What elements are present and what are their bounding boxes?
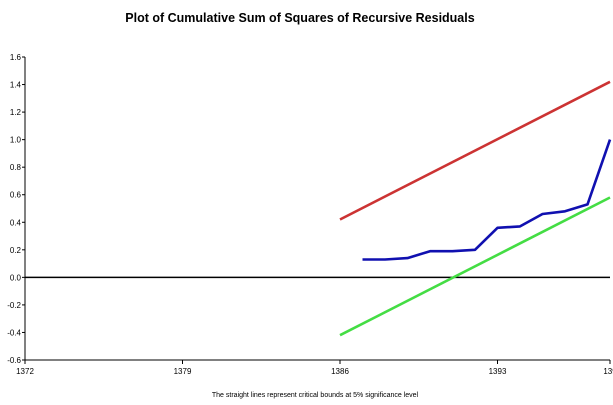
- y-tick-label: -0.4: [7, 328, 21, 337]
- y-tick-label: 1.4: [10, 81, 22, 90]
- y-tick-label: 1.2: [10, 108, 22, 117]
- y-tick-label: 1.0: [10, 136, 22, 145]
- y-tick-label: 0.0: [10, 273, 22, 282]
- x-tick-label: 139: [603, 367, 613, 376]
- chart-title: Plot of Cumulative Sum of Squares of Rec…: [125, 11, 474, 25]
- y-tick-label: 1.6: [10, 53, 22, 62]
- y-tick-label: 0.6: [10, 191, 22, 200]
- x-tick-label: 1393: [489, 367, 507, 376]
- y-tick-label: -0.6: [7, 356, 21, 365]
- y-tick-label: 0.4: [10, 218, 22, 227]
- x-tick-label: 1379: [174, 367, 192, 376]
- lower-critical-bound-line: [339, 196, 611, 337]
- upper-critical-bound-line: [339, 80, 611, 221]
- critical-bounds-note: The straight lines represent critical bo…: [212, 392, 419, 399]
- axes: -0.6 -0.4 -0.2 0.0 0.2 0.4 0.6 0.8 1.0 1.2 1.4 1.6 1…: [7, 53, 613, 376]
- y-tick-label: 0.2: [10, 246, 22, 255]
- cusum-squares-line: [362, 139, 612, 261]
- series-layer: [339, 80, 612, 337]
- y-tick-label: 0.8: [10, 163, 22, 172]
- y-tick-label: -0.2: [7, 301, 21, 310]
- x-tick-label: 1386: [331, 367, 349, 376]
- x-tick-label: 1372: [16, 367, 34, 376]
